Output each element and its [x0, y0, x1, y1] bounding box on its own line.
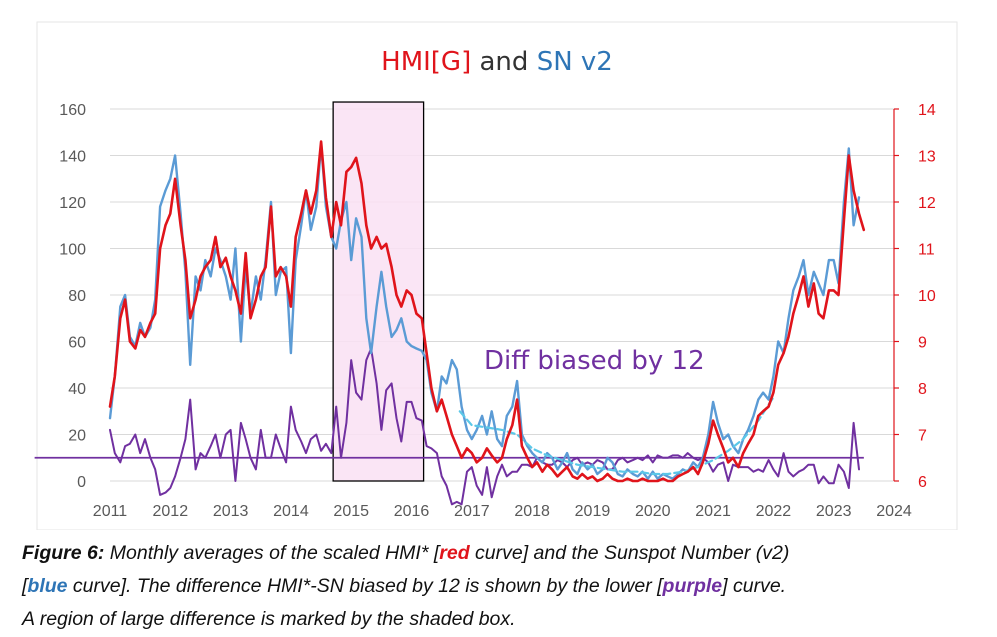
chart-title-part2: and [471, 47, 536, 77]
diff-annotation: Diff biased by 12 [484, 346, 705, 376]
y-right-tick-label: 13 [918, 149, 936, 166]
chart-title: HMI[G] and SN v2 [381, 47, 613, 77]
x-tick-label: 2020 [635, 503, 671, 520]
x-tick-label: 2018 [514, 503, 550, 520]
y-left-tick-label: 140 [59, 149, 86, 166]
chart-frame [37, 22, 957, 530]
caption-purple-word: purple [663, 575, 723, 597]
x-tick-label: 2011 [93, 503, 128, 520]
caption-red-word: red [439, 542, 469, 564]
caption-text-1: Monthly averages of the scaled HMI* [ [104, 542, 439, 564]
x-tick-label: 2015 [333, 503, 369, 520]
x-tick-label: 2014 [273, 503, 309, 520]
caption-text-2: curve] and the Sunspot Number (v2) [470, 542, 790, 564]
x-tick-label: 2023 [816, 503, 852, 520]
y-right-tick-label: 11 [918, 242, 935, 259]
y-left-tick-label: 60 [68, 335, 86, 352]
chart-title-part1: HMI[G] [381, 47, 471, 77]
y-right-tick-label: 12 [918, 195, 936, 212]
caption-blue-word: blue [27, 575, 67, 597]
caption-text-4: curve]. The difference HMI*-SN biased by… [68, 575, 663, 597]
x-tick-label: 2012 [153, 503, 189, 520]
y-right-tick-label: 10 [918, 288, 936, 305]
caption-text-5: ] curve. [722, 575, 786, 597]
y-right-tick-label: 7 [918, 428, 927, 445]
y-left-tick-label: 160 [59, 102, 86, 119]
caption-figure-label: Figure 6: [22, 542, 104, 564]
chart: 0 20 40 60 80 100 120 140 160 6 7 8 9 10 11 12 13 14 2011 2… [0, 0, 997, 530]
x-tick-label: 2021 [695, 503, 731, 520]
x-tick-label: 2017 [454, 503, 490, 520]
caption-line-1: Figure 6: Monthly averages of the scaled… [22, 537, 982, 570]
y-left-tick-label: 100 [59, 242, 86, 259]
chart-title-part3: SN v2 [537, 47, 613, 77]
y-left-tick-label: 0 [77, 474, 86, 491]
figure-caption: Figure 6: Monthly averages of the scaled… [22, 537, 982, 636]
caption-text-6: A region of large difference is marked b… [22, 608, 516, 630]
x-tick-label: 2016 [394, 503, 430, 520]
y-right-tick-label: 9 [918, 335, 927, 352]
y-right-tick-label: 14 [918, 102, 936, 119]
y-left-tick-label: 80 [68, 288, 86, 305]
y-right-tick-label: 8 [918, 381, 927, 398]
x-tick-label: 2022 [756, 503, 792, 520]
x-tick-label: 2019 [575, 503, 611, 520]
y-left-tick-label: 40 [68, 381, 86, 398]
x-tick-label: 2024 [876, 503, 912, 520]
caption-line-3: A region of large difference is marked b… [22, 603, 982, 636]
y-left-tick-label: 120 [59, 195, 86, 212]
caption-line-2: [blue curve]. The difference HMI*-SN bia… [22, 570, 982, 603]
y-left-tick-label: 20 [68, 428, 86, 445]
x-tick-label: 2013 [213, 503, 249, 520]
y-right-tick-label: 6 [918, 474, 927, 491]
